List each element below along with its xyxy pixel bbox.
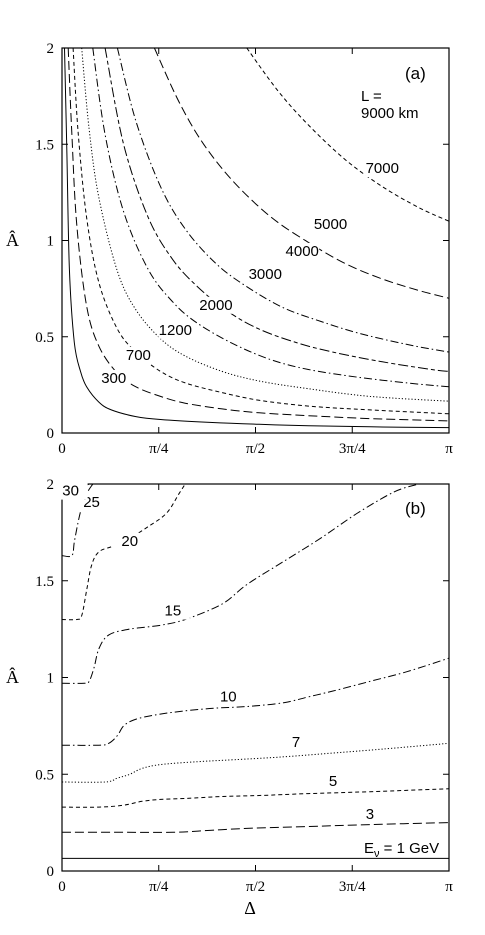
panel-b-xtick-label: 0 bbox=[58, 879, 66, 895]
panel-a-curve-label-bg bbox=[96, 369, 131, 387]
panel-b-curve-label-bg bbox=[155, 602, 190, 620]
panel-b-curve-label: 5 bbox=[329, 773, 337, 790]
panel-b-curve-label: 15 bbox=[165, 603, 182, 620]
panel-a-curve-5000 bbox=[116, 47, 450, 353]
panel-a-xtick-label: π/2 bbox=[246, 441, 265, 457]
panel-a-xtick-label: π bbox=[445, 441, 453, 457]
panel-a-curve-300 bbox=[64, 47, 450, 429]
panel-b-curve-label: 20 bbox=[121, 533, 138, 550]
panel-a-curve-label-bg bbox=[365, 160, 400, 178]
panel-a-curve-label-bg bbox=[198, 296, 233, 314]
panel-b-curve-5 bbox=[61, 788, 450, 808]
panel-b-annotation: Eν = 1 GeV bbox=[364, 840, 439, 860]
panel-a-curve-700 bbox=[67, 47, 450, 422]
panel-b-curve-7 bbox=[61, 742, 450, 783]
panel-a-curve-label: 3000 bbox=[249, 266, 282, 283]
panel-b-ticks: 0 π/4 π/2 3π/4 π 0 0.5 1 1.5 2 bbox=[35, 477, 453, 895]
panel-a-curve-label-bg bbox=[248, 266, 283, 283]
panel-a-annotation-line2: 9000 km bbox=[361, 105, 419, 122]
panel-a-curve-label: 1200 bbox=[159, 322, 192, 339]
panel-b-curve-label: 3 bbox=[366, 806, 374, 823]
panel-a-curve-label: 4000 bbox=[286, 243, 319, 260]
panel-b-curve-10 bbox=[61, 657, 450, 746]
panel-a-curve-2000 bbox=[81, 47, 450, 402]
panel-a-curve-1200 bbox=[72, 47, 450, 415]
panel-a-curve-9000-km bbox=[246, 47, 450, 222]
panel-a-curves bbox=[64, 47, 450, 429]
panel-a-curve-label: 5000 bbox=[314, 216, 347, 233]
panel-a-curve-label: 700 bbox=[126, 347, 151, 364]
panel-a-ytick-label: 2 bbox=[47, 41, 55, 57]
panel-a-curve-label-bg bbox=[313, 215, 348, 233]
panel-a-annotation-line1: L = bbox=[361, 88, 382, 105]
panel-b-curve-label-bg bbox=[352, 805, 387, 823]
panel-b-curve-label-bg bbox=[279, 734, 314, 752]
panel-b-xtick-label: 3π/4 bbox=[339, 879, 366, 895]
panel-b-curve-label: 10 bbox=[220, 689, 237, 706]
panel-b-curve-20 bbox=[61, 483, 186, 621]
panel-a-xtick-label: 0 bbox=[58, 441, 66, 457]
panel-b-ytick-label: 1 bbox=[47, 671, 55, 687]
panel-b-ytick-label: 0.5 bbox=[35, 767, 54, 783]
panel-a-xtick-label: 3π/4 bbox=[339, 441, 366, 457]
panel-b-xtick-label: π/2 bbox=[246, 879, 265, 895]
panel-b-label: (b) bbox=[405, 499, 426, 518]
panel-b-curve-label-bg bbox=[316, 772, 351, 790]
panel-a-curve-label: 7000 bbox=[366, 160, 399, 177]
panel-a-ytick-label: 1.5 bbox=[35, 137, 54, 153]
panel-a-ytick-label: 1 bbox=[47, 234, 55, 250]
panel-b-curve-label-bg bbox=[53, 482, 88, 500]
panel-b-xtick-label: π/4 bbox=[149, 879, 169, 895]
panel-a-ticks: 0 π/4 π/2 3π/4 π 0 0.5 1 1.5 2 bbox=[35, 41, 453, 457]
panel-a-xtick-label: π/4 bbox=[149, 441, 169, 457]
panel-b-curves bbox=[61, 483, 450, 859]
panel-b-curve-label-bg bbox=[211, 688, 246, 706]
panel-a-ytick-label: 0.5 bbox=[35, 330, 54, 346]
panel-b-curve-label: 30 bbox=[62, 483, 79, 500]
panel-b-x-axis-label: Δ bbox=[244, 898, 256, 918]
panel-a-curve-label: 300 bbox=[101, 370, 126, 387]
panel-a-curve-label: 2000 bbox=[199, 297, 232, 314]
panel-b-ytick-label: 1.5 bbox=[35, 574, 54, 590]
panel-a-curve-4000 bbox=[104, 47, 450, 372]
panel-a-y-axis-label: Â bbox=[6, 229, 19, 250]
panel-b-y-axis-label: Â bbox=[6, 666, 19, 687]
panel-b-curve-3 bbox=[62, 822, 450, 833]
panel-b-ytick-label: 0 bbox=[47, 864, 55, 880]
panel-a-curve-7000 bbox=[153, 47, 450, 299]
panel-b-xtick-label: π bbox=[445, 879, 453, 895]
panel-b-curve-15 bbox=[61, 483, 420, 684]
panel-a-curve-label-bg bbox=[285, 242, 320, 260]
panel-a-curve-label-bg bbox=[158, 321, 193, 339]
panel-b-ytick-label: 2 bbox=[47, 477, 55, 493]
panel-a-curve-3000 bbox=[92, 47, 450, 388]
panel-b-curve-label-bg bbox=[112, 532, 147, 550]
panel-a-ytick-label: 0 bbox=[47, 426, 55, 442]
panel-b-curve-label: 7 bbox=[292, 734, 300, 751]
panel-a-curve-label-bg bbox=[121, 346, 156, 364]
panel-a-label: (a) bbox=[405, 64, 426, 83]
